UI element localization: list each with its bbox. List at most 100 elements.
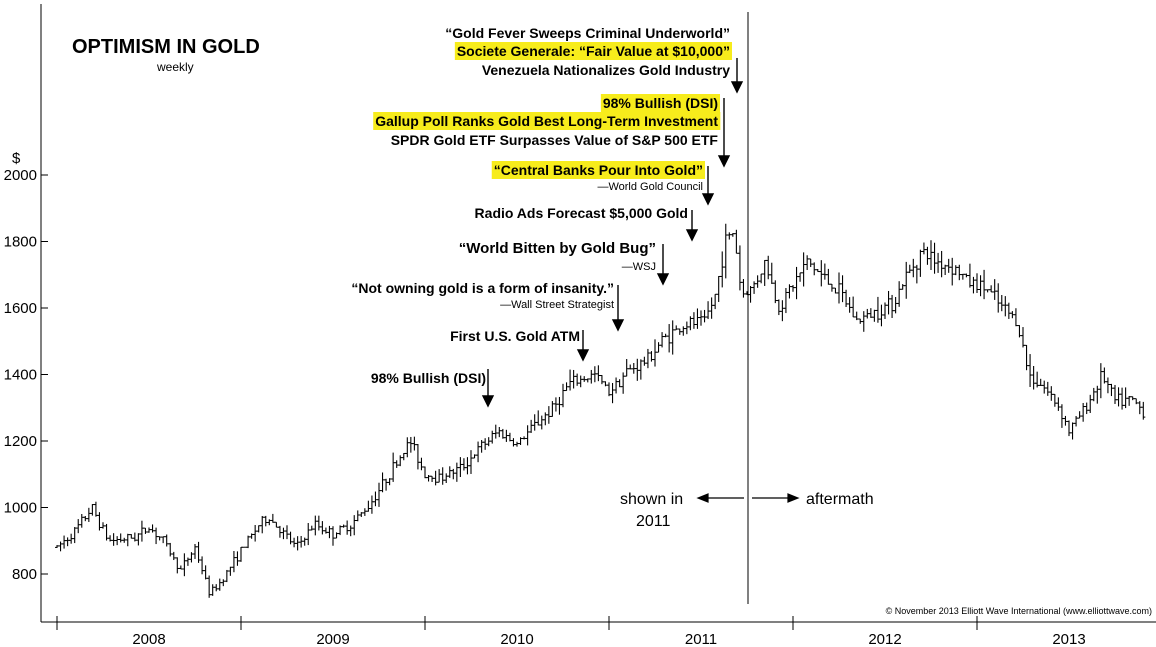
weekly-price-bar <box>713 293 718 310</box>
annotation-radio-ads: Radio Ads Forecast $5,000 Gold <box>475 205 688 221</box>
weekly-price-bar <box>437 469 442 483</box>
weekly-price-bar <box>86 507 91 522</box>
annotation-societe-generale: Societe Generale: “Fair Value at $10,000… <box>457 43 730 59</box>
weekly-price-bar <box>1010 311 1015 319</box>
weekly-price-bar <box>723 223 728 279</box>
weekly-price-bar <box>929 240 933 271</box>
weekly-price-bar <box>1123 387 1128 409</box>
weekly-price-bar <box>921 242 926 255</box>
weekly-price-bar <box>936 252 941 273</box>
weekly-price-bar <box>359 512 364 517</box>
weekly-price-bar <box>603 381 608 387</box>
weekly-price-bar <box>139 520 144 542</box>
weekly-price-bar <box>458 457 463 477</box>
weekly-price-bar <box>239 546 243 562</box>
weekly-price-bar <box>950 257 955 286</box>
weekly-price-bar <box>83 516 88 522</box>
weekly-price-bar <box>235 551 240 566</box>
weekly-price-bar <box>564 382 569 392</box>
weekly-price-bar <box>557 396 562 415</box>
weekly-price-bar <box>645 348 650 369</box>
weekly-price-bar <box>982 269 987 300</box>
weekly-price-bar <box>327 525 332 539</box>
annotation-highlights <box>373 42 732 179</box>
weekly-price-bar <box>791 285 795 292</box>
weekly-price-bar <box>1042 380 1047 394</box>
weekly-price-bar <box>313 515 318 536</box>
weekly-price-bar <box>129 534 134 539</box>
weekly-price-bar <box>507 432 512 442</box>
weekly-price-bar <box>518 437 523 445</box>
arrow-head-icon <box>576 349 590 362</box>
weekly-price-bar <box>684 321 689 335</box>
weekly-price-bar <box>688 316 693 331</box>
weekly-price-bar <box>348 525 353 537</box>
weekly-price-bar <box>1134 398 1139 405</box>
y-tick-label: 800 <box>12 566 37 583</box>
y-axis-label: $ <box>12 150 21 167</box>
y-tick-label: 2000 <box>4 167 37 184</box>
weekly-price-bar <box>844 289 849 308</box>
arrow-head-icon <box>656 273 670 286</box>
weekly-price-bar <box>1021 327 1025 348</box>
weekly-price-bar <box>670 320 675 355</box>
weekly-price-bar <box>345 520 350 535</box>
weekly-price-bar <box>331 526 335 546</box>
weekly-price-bar <box>868 308 873 318</box>
weekly-price-bar <box>783 288 788 314</box>
weekly-price-bar <box>585 378 590 383</box>
weekly-price-bar <box>1113 384 1117 404</box>
weekly-price-bar <box>461 458 466 471</box>
weekly-price-bar <box>465 457 470 475</box>
weekly-price-bar <box>1035 371 1040 388</box>
weekly-price-bar <box>794 266 799 300</box>
weekly-price-bar <box>829 283 834 292</box>
weekly-price-bar <box>748 285 753 303</box>
weekly-price-bar <box>967 263 972 288</box>
annotation-venezuela: Venezuela Nationalizes Gold Industry <box>482 62 730 78</box>
weekly-price-bar <box>522 436 527 440</box>
weekly-price-bar <box>826 268 831 285</box>
weekly-price-bar <box>815 268 820 273</box>
weekly-price-bar <box>391 452 396 482</box>
weekly-price-bar <box>1049 386 1054 401</box>
weekly-price-bar <box>203 565 208 580</box>
weekly-price-bar <box>221 579 226 587</box>
y-tick-label: 1600 <box>4 300 37 317</box>
shown-in-label: shown in <box>620 491 683 508</box>
weekly-price-bar <box>355 510 360 522</box>
weekly-price-bar <box>263 515 268 527</box>
weekly-price-bar <box>1109 383 1114 397</box>
y-tick-label: 1000 <box>4 500 37 517</box>
weekly-price-bar <box>412 436 417 451</box>
weekly-price-bar <box>161 536 166 544</box>
weekly-price-bar <box>1120 387 1125 410</box>
weekly-price-bar <box>1006 302 1011 319</box>
weekly-price-bar <box>766 255 771 280</box>
weekly-price-bar <box>168 542 173 557</box>
x-year-label: 2013 <box>1052 631 1085 647</box>
annotation-bullish-dsi-2009: 98% Bullish (DSI) <box>371 370 486 386</box>
weekly-price-bar <box>1127 395 1132 406</box>
weekly-price-bar <box>224 569 229 583</box>
weekly-price-bar <box>575 373 580 386</box>
weekly-price-bar <box>582 376 587 382</box>
weekly-price-bar <box>281 527 286 540</box>
weekly-price-bar <box>444 473 449 484</box>
weekly-price-bar <box>401 452 406 461</box>
weekly-price-bar <box>596 365 601 382</box>
weekly-price-bar <box>500 428 505 439</box>
weekly-price-bar <box>607 382 611 397</box>
weekly-price-bar <box>649 351 654 362</box>
annotation-spdr-etf: SPDR Gold ETF Surpasses Value of S&P 500… <box>391 132 719 148</box>
annotation-arrows <box>481 58 744 408</box>
weekly-price-bar <box>338 525 343 536</box>
arrow-head-icon <box>701 193 715 206</box>
weekly-price-bar <box>497 426 502 438</box>
weekly-price-bar <box>196 541 201 563</box>
weekly-price-bar <box>1063 415 1068 426</box>
copyright-notice: © November 2013 Elliott Wave Internation… <box>886 606 1152 616</box>
weekly-price-bar <box>614 377 619 394</box>
weekly-price-bar <box>734 229 739 254</box>
